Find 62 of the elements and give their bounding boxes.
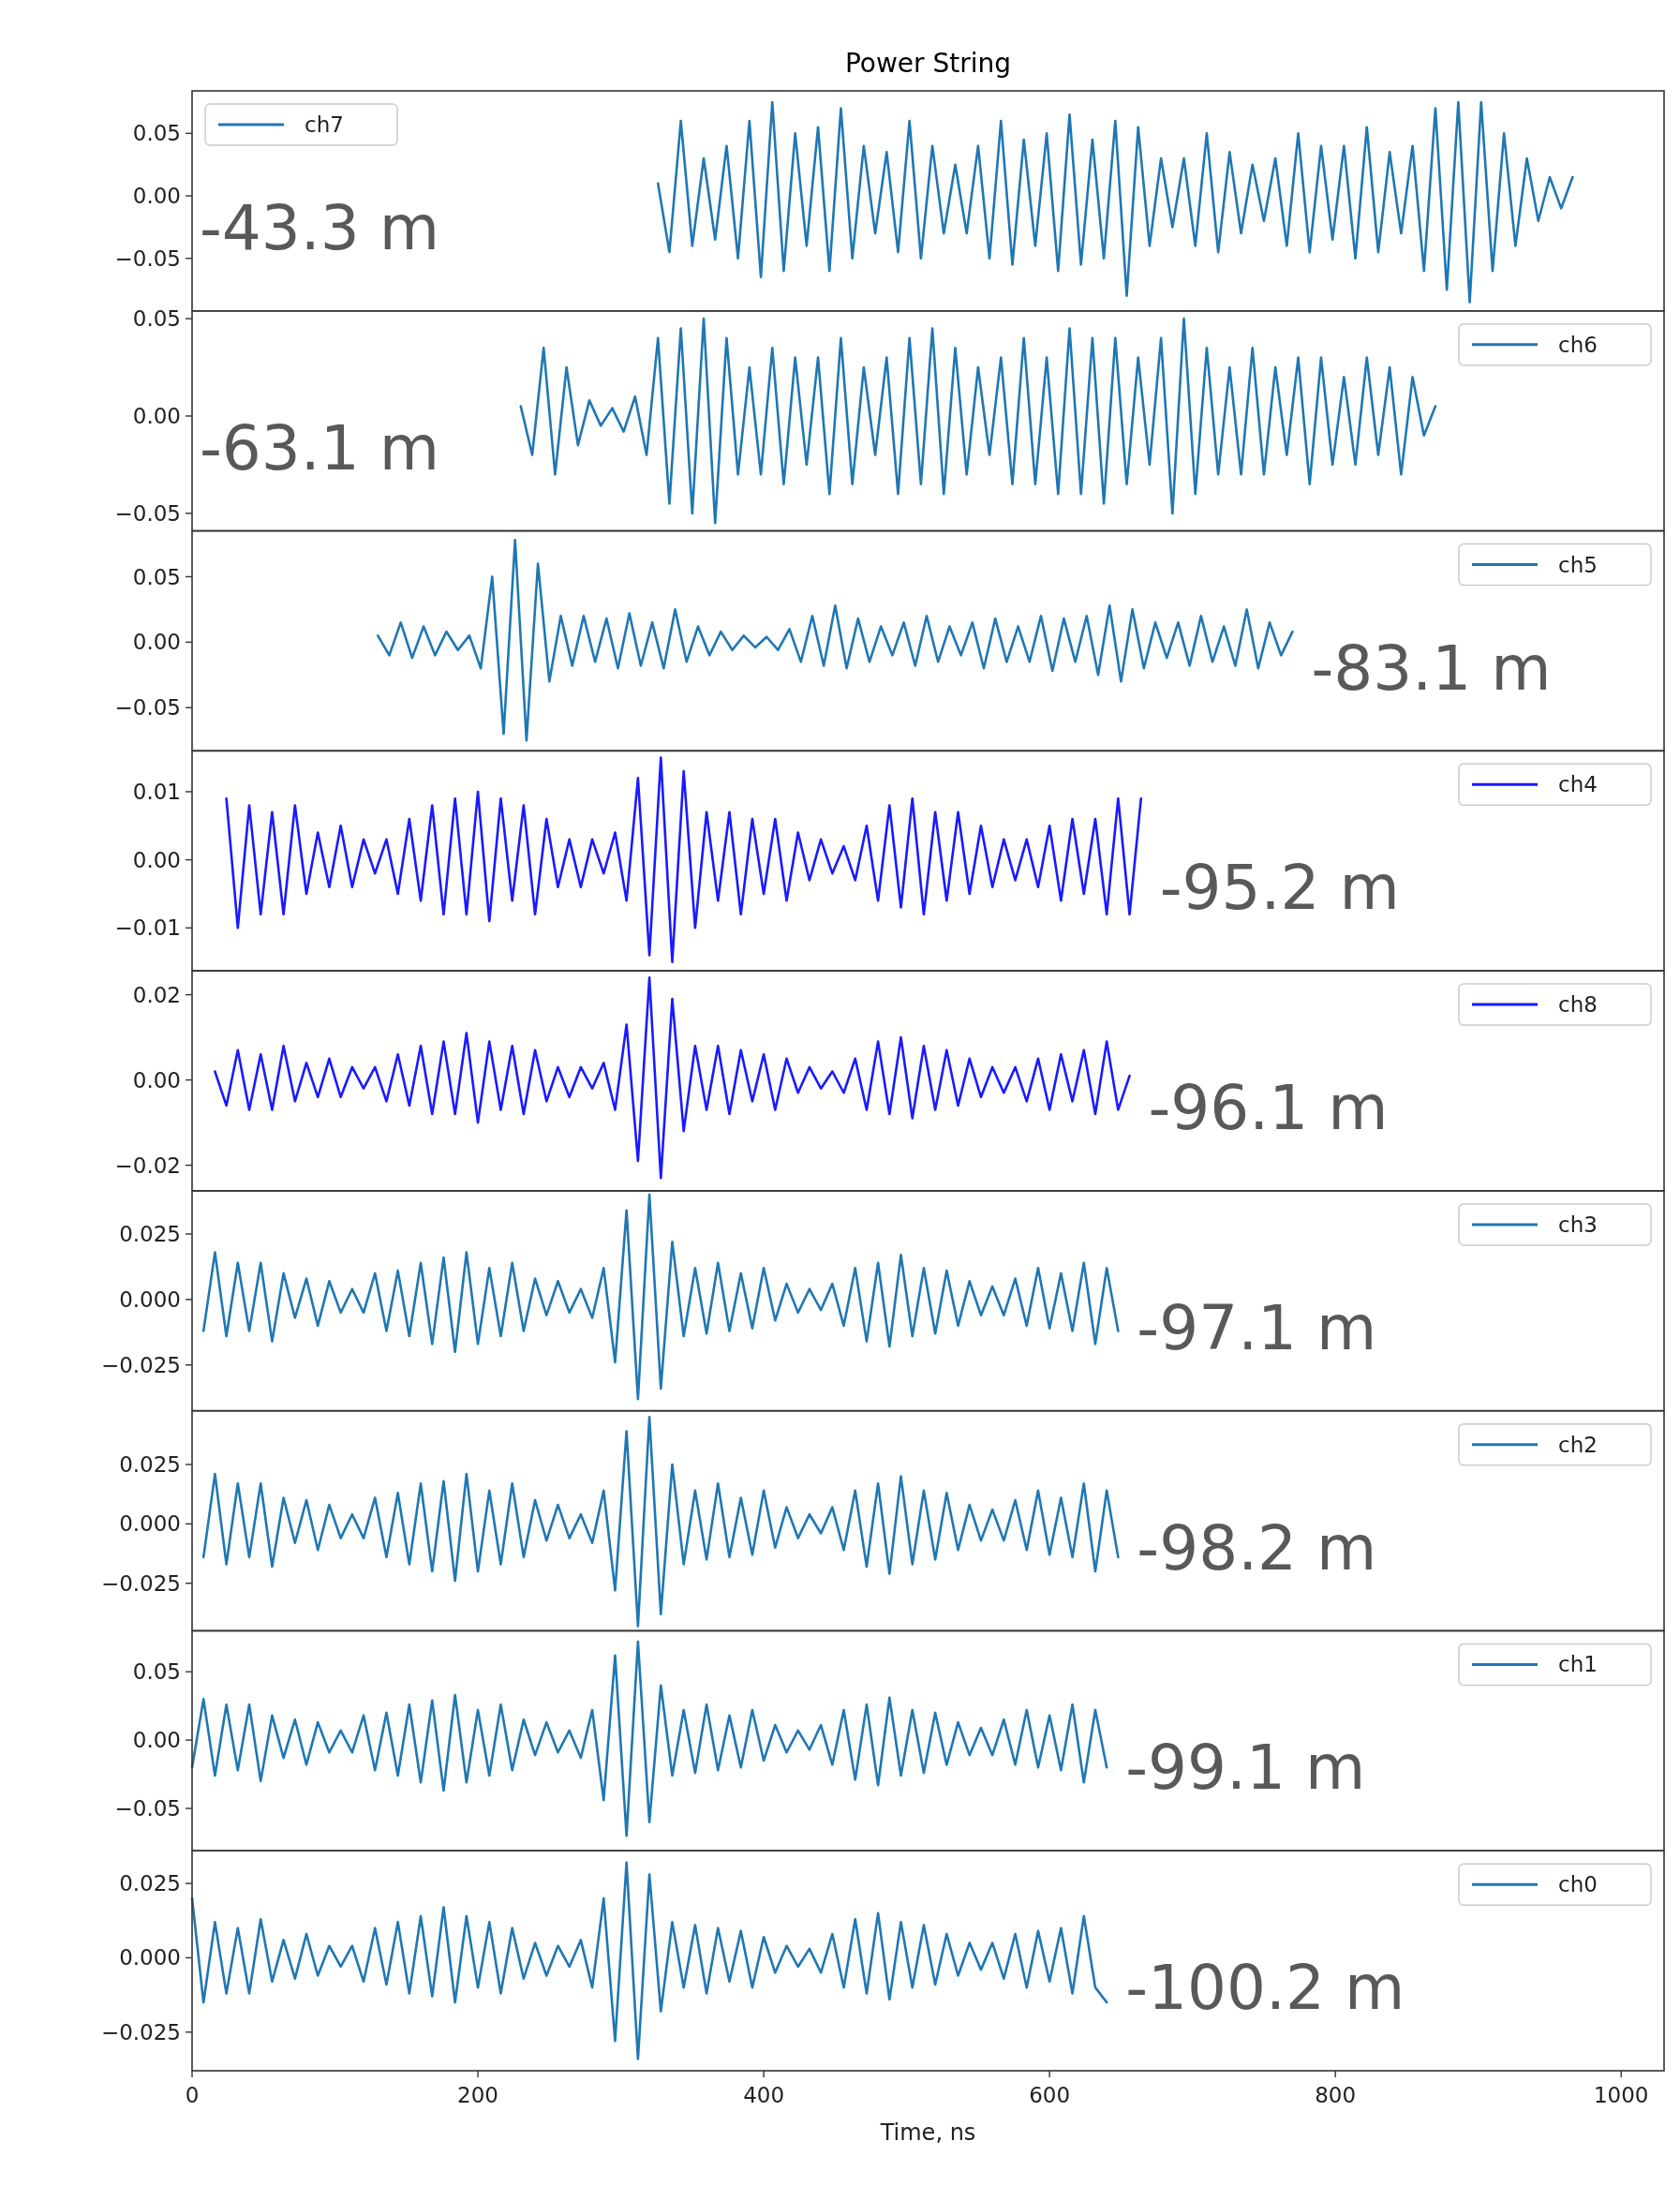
y-tick-label: −0.05 [114, 500, 181, 526]
y-tick-label: 0.05 [132, 306, 181, 332]
annotation: -96.1 m [1148, 1072, 1389, 1145]
line-series [656, 100, 1574, 304]
legend-label: ch2 [1558, 1432, 1598, 1457]
y-tick-label: 0.000 [119, 1511, 181, 1537]
y-tick-label: −0.05 [114, 1796, 181, 1822]
line-series [519, 317, 1437, 525]
x-axis-title: Time, ns [879, 2119, 976, 2146]
legend-label: ch3 [1558, 1212, 1598, 1237]
y-tick-label: −0.025 [100, 2019, 181, 2045]
legend-label: ch7 [305, 112, 344, 138]
legend-label: ch6 [1558, 332, 1598, 357]
legend-label: ch8 [1558, 992, 1598, 1018]
annotation: -99.1 m [1125, 1732, 1366, 1805]
annotation: -83.1 m [1311, 632, 1552, 705]
y-tick-label: 0.00 [132, 847, 181, 872]
y-tick-label: 0.00 [132, 1728, 181, 1753]
annotation: -43.3 m [200, 192, 440, 265]
y-tick-label: −0.05 [114, 245, 181, 271]
x-tick-label: 600 [1029, 2083, 1071, 2107]
y-tick-label: −0.025 [100, 1352, 181, 1377]
y-tick-label: 0.02 [132, 982, 181, 1007]
y-tick-label: 0.05 [132, 121, 181, 146]
y-tick-label: −0.01 [114, 915, 181, 941]
annotation: -97.1 m [1137, 1291, 1377, 1364]
line-series [190, 1640, 1108, 1837]
annotation: -95.2 m [1159, 852, 1400, 925]
line-series [214, 976, 1131, 1180]
y-tick-label: 0.01 [132, 780, 181, 804]
y-tick-label: 0.000 [119, 1286, 181, 1312]
y-tick-label: 0.00 [132, 404, 181, 429]
annotation: -100.2 m [1125, 1952, 1405, 2025]
y-tick-label: −0.02 [114, 1152, 181, 1178]
y-tick-label: 0.000 [119, 1945, 181, 1970]
y-tick-label: 0.025 [119, 1222, 181, 1247]
legend-label: ch4 [1558, 772, 1598, 797]
y-tick-label: 0.025 [119, 1452, 181, 1478]
legend-label: ch0 [1558, 1872, 1598, 1897]
x-tick-label: 0 [185, 2083, 200, 2107]
y-tick-label: 0.00 [132, 1067, 181, 1093]
y-tick-label: −0.05 [114, 695, 181, 721]
y-tick-label: 0.00 [132, 630, 181, 655]
annotation: -98.2 m [1137, 1511, 1377, 1584]
y-tick-label: 0.05 [132, 564, 181, 589]
line-series [201, 1415, 1120, 1628]
chart-title: Power String [844, 48, 1012, 79]
line-series [225, 756, 1143, 963]
legend-label: ch5 [1558, 552, 1598, 577]
x-tick-label: 1000 [1593, 2083, 1649, 2107]
y-tick-label: 0.05 [132, 1659, 181, 1685]
legend-label: ch1 [1558, 1652, 1598, 1677]
x-tick-label: 400 [743, 2083, 785, 2107]
line-series [201, 1193, 1120, 1401]
x-tick-label: 200 [457, 2083, 498, 2107]
annotation: -63.1 m [200, 411, 440, 484]
line-series [376, 539, 1294, 742]
y-tick-label: −0.025 [100, 1570, 181, 1596]
x-tick-label: 800 [1315, 2083, 1357, 2107]
line-series [190, 1861, 1108, 2060]
y-tick-label: 0.025 [119, 1871, 181, 1896]
y-tick-label: 0.00 [132, 184, 181, 209]
